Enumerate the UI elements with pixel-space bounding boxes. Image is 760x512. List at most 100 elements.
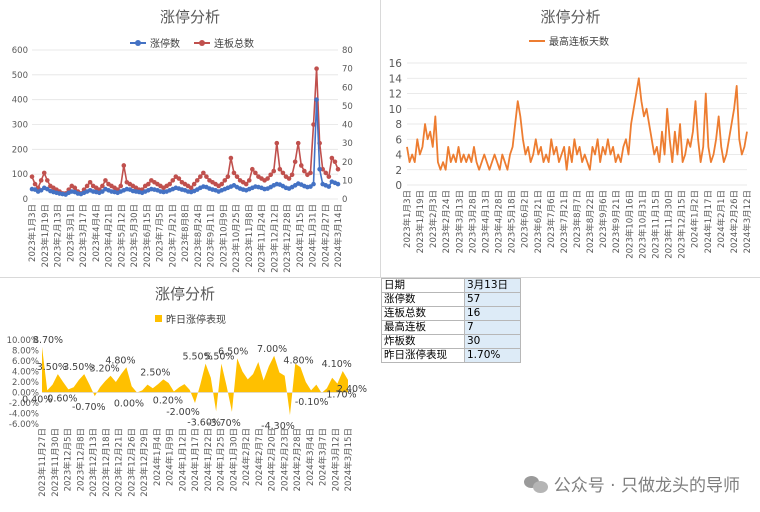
data-label: 2.40% <box>337 384 367 395</box>
data-point <box>84 183 90 189</box>
table-cell: 日期 <box>381 278 465 293</box>
data-point <box>234 174 240 179</box>
data-label: -0.70% <box>72 402 106 413</box>
data-point <box>167 181 172 187</box>
legend-label: 最高连板天数 <box>549 37 609 48</box>
data-point <box>243 181 249 187</box>
data-point <box>100 183 105 189</box>
data-point <box>201 170 206 176</box>
data-point <box>335 166 341 172</box>
y-tick-label: 4 <box>395 150 402 162</box>
x-tick-label: 2023年5月30日 <box>129 204 140 267</box>
data-point <box>289 172 295 178</box>
data-point <box>29 174 35 179</box>
y-tick-label: 2 <box>395 165 402 177</box>
table-cell: 最高连板 <box>381 320 465 335</box>
data-point <box>295 140 301 146</box>
x-tick-label: 2024年1月22日 <box>203 428 214 491</box>
x-tick-label: 2024年1月30日 <box>228 428 239 491</box>
table-cell: 3月13日 <box>464 278 521 293</box>
table-cell: 7 <box>464 320 521 335</box>
chart-canvas: 0 2 4 6 8 10 12 14 16 2023年1月3日 2023年1月19日 2023年2月3… <box>389 58 753 259</box>
data-point <box>323 170 329 176</box>
x-tick-label: 2024年3月7日 <box>318 428 329 486</box>
x-tick-label: 2023年6月2日 <box>520 190 531 248</box>
x-tick-label: 2023年12月21日 <box>114 428 125 497</box>
y-tick-label: 0 <box>395 180 402 192</box>
y-tick-label-right: 20 <box>342 158 353 168</box>
data-point <box>38 188 44 193</box>
legend-label: 连板总数 <box>214 39 254 50</box>
data-point <box>302 168 307 174</box>
data-point <box>292 159 298 165</box>
x-tick-label: 2023年10月31日 <box>637 190 648 259</box>
x-tick-label: 2023年5月12日 <box>116 204 127 267</box>
y-tick-label: 0.00% <box>12 389 39 399</box>
table-row: 涨停数 57 <box>381 292 521 307</box>
data-label: -2.00% <box>166 407 200 418</box>
data-point <box>41 170 47 176</box>
x-tick-label: 2024年3月12日 <box>330 428 341 491</box>
data-point <box>170 178 176 183</box>
data-point <box>311 181 316 187</box>
x-tick-label: 2024年2月27日 <box>320 204 331 267</box>
y-tick-label-right: 70 <box>342 65 353 75</box>
x-tick-label: 2024年3月4日 <box>305 428 316 486</box>
data-label: -3.70% <box>207 418 241 429</box>
y-tick-label-right: 60 <box>342 83 353 93</box>
data-label: 5.50% <box>182 352 212 363</box>
x-tick-label: 2024年2月1日 <box>716 190 727 248</box>
data-point <box>231 170 237 176</box>
data-label: 4.80% <box>283 355 313 366</box>
data-point <box>274 140 280 146</box>
y-tick-label-right: 10 <box>342 176 353 186</box>
x-tick-label: 2023年4月13日 <box>480 190 491 253</box>
x-tick-label: 2023年4月21日 <box>104 204 115 267</box>
data-point <box>277 166 283 172</box>
y-tick-label-right: 30 <box>342 139 353 149</box>
y-tick-label-left: 0 <box>23 195 28 205</box>
x-tick-label: 2023年8月24日 <box>193 204 204 267</box>
y-tick-label: 6 <box>395 134 402 146</box>
x-tick-label: 2024年2月28日 <box>292 428 303 491</box>
y-tick-label: 8.00% <box>12 347 39 357</box>
x-tick-label: 2024年2月26日 <box>729 190 740 253</box>
y-tick-label: 6.00% <box>12 357 39 367</box>
x-tick-label: 2024年2月23日 <box>279 428 290 491</box>
data-point <box>225 174 231 179</box>
x-tick-label: 2023年2月3日 <box>428 190 439 248</box>
x-tick-label: 2024年3月15日 <box>343 428 354 491</box>
legend-marker <box>194 39 210 46</box>
y-tick-label: -4.00% <box>9 410 39 420</box>
data-point <box>265 176 270 181</box>
x-tick-label: 2024年2月20日 <box>267 428 278 491</box>
x-tick-label: 2023年12月13日 <box>88 428 99 497</box>
y-tick-label-right: 50 <box>342 102 353 112</box>
data-label: 5.50% <box>204 352 234 363</box>
y-tick-label: 4.00% <box>12 368 39 378</box>
data-point <box>176 176 182 181</box>
y-tick-label: -2.00% <box>9 399 39 409</box>
x-tick-label: 2023年7月21日 <box>167 204 178 267</box>
x-tick-label: 2023年7月5日 <box>155 204 166 262</box>
chart-legend: 昨日涨停表现 <box>155 311 226 326</box>
watermark-text: 公众号 · 只做龙头的导师 <box>553 476 740 496</box>
y-tick-label-right: 0 <box>342 195 347 205</box>
data-label: 0.00% <box>114 399 144 410</box>
data-point <box>332 159 338 165</box>
x-tick-label: 2023年3月17日 <box>78 204 89 267</box>
table-cell: 16 <box>464 306 521 321</box>
x-tick-label: 2023年10月16日 <box>624 190 635 259</box>
table-cell: 昨日涨停表现 <box>381 348 465 363</box>
data-label: 0.60% <box>47 393 77 404</box>
x-tick-label: 2024年1月9日 <box>165 428 176 486</box>
y-tick-label: 2.00% <box>12 378 39 388</box>
data-label: 4.10% <box>322 359 352 370</box>
chart-title: 涨停分析 <box>159 8 220 26</box>
chart-canvas: 10.00%8.00%6.00%4.00%2.00%0.00%-2.00%-4.… <box>7 335 368 497</box>
table-cell: 连板总数 <box>381 306 465 321</box>
x-tick-label: 2024年1月12日 <box>177 428 188 491</box>
table-cell: 30 <box>464 334 521 349</box>
chart-legend: 涨停数 连板总数 <box>130 35 254 50</box>
x-tick-label: 2023年11月8日 <box>244 204 255 267</box>
